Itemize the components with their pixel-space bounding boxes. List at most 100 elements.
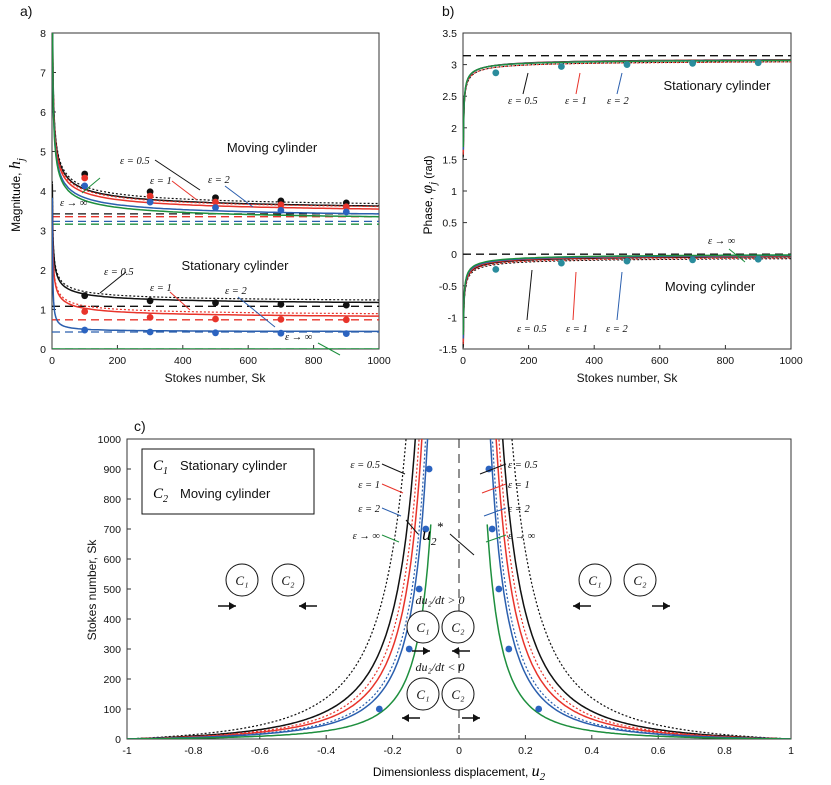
panel-a-curve-dotted-moving-0.5 xyxy=(52,33,379,205)
u2-star-ustar_sup: * xyxy=(437,519,444,534)
panel-c-leader-right xyxy=(483,507,507,517)
mid-top-c2-arrow-head xyxy=(452,647,459,655)
mid-bot-c1-label: C₁ xyxy=(416,687,429,702)
panel-a-ytick-label: 2 xyxy=(40,265,46,277)
panel-b-leader-line xyxy=(572,271,577,321)
panel-c-point-left xyxy=(405,645,413,653)
panel-a-point xyxy=(342,203,350,211)
panel-a-point xyxy=(277,300,285,308)
panel-a-point xyxy=(81,326,89,334)
panel-c-xtick-label: -0.2 xyxy=(384,745,402,757)
mid-top-c1-arrow-head xyxy=(423,647,430,655)
panel-a-leader-line xyxy=(237,296,276,328)
panel-c-eps05-right: ε = 0.5 xyxy=(508,460,538,471)
panel-b-eps1-top: ε = 1 xyxy=(565,96,587,107)
panel-a-point xyxy=(146,314,154,321)
panel-c-ytick-label: 200 xyxy=(103,674,121,686)
panel-a-leader-line xyxy=(154,159,201,191)
panel-b-point xyxy=(623,61,631,68)
panel-a-curve-stationary-0.5 xyxy=(52,183,379,304)
right-c1-circle xyxy=(578,563,612,597)
u2-star-ustar: u xyxy=(422,524,431,544)
panel-c-curve-inf-left xyxy=(127,524,432,739)
panel-c-xlabel-symbol: u xyxy=(532,763,540,780)
panel-b-curve-dotted-moving-red xyxy=(462,257,791,345)
panel-a-point xyxy=(212,315,219,323)
panel-a-point xyxy=(342,301,350,309)
panel-c-xtick-label: 0.2 xyxy=(518,745,533,757)
panel-b-curve-dotted-stationary-black xyxy=(462,61,792,158)
panel-b-ytick-label: 3 xyxy=(451,60,457,72)
panel-c-leader-left xyxy=(381,534,400,543)
legend-c2-label: Moving cylinder xyxy=(180,486,271,501)
legend-c1: C1 xyxy=(153,458,168,477)
panel-b-ytick-label: 1.5 xyxy=(442,154,457,166)
panel-b-ytick-label: 2 xyxy=(451,123,457,135)
panel-a-stationary-label: Stationary cylinder xyxy=(182,258,290,273)
panel-b-leader-line xyxy=(728,248,746,263)
panel-c-point-right xyxy=(495,585,503,593)
panel-c-ytick-label: 400 xyxy=(103,614,121,626)
panel-b-ytick-label: -1 xyxy=(448,312,457,324)
legend-c1-label: Stationary cylinder xyxy=(180,458,288,473)
panel-a-leader-line xyxy=(81,177,101,194)
panel-b-curve-dotted-moving-black xyxy=(462,258,791,348)
panel-a-xlabel: Stokes number, Sk xyxy=(165,371,267,385)
panel-a-point xyxy=(146,198,154,206)
panel-b-point xyxy=(689,59,696,67)
panel-a-point xyxy=(212,299,219,307)
panel-b-ytick-label: 1 xyxy=(451,186,457,198)
panel-b-ylabel-symbol: φ xyxy=(419,185,436,194)
panel-b-ylabel: Phase, φj (rad) xyxy=(419,156,439,235)
panel-c-xtick-label: -0.4 xyxy=(317,745,335,757)
panel-c-epsinf-left: ε → ∞ xyxy=(353,531,380,542)
u2-star-leader-left xyxy=(405,519,419,535)
panel-a-curve-moving-inf xyxy=(52,33,379,218)
panel-a-ylabel-text: Magnitude, xyxy=(9,169,23,232)
panel-a-ytick-label: 7 xyxy=(40,68,46,80)
mid-bot-c2-label: C₂ xyxy=(451,687,465,702)
panel-b-xtick-label: 400 xyxy=(585,355,603,367)
right-c2-circle xyxy=(623,563,657,597)
panel-c-eps2-right: ε = 2 xyxy=(508,504,530,515)
panel-b-point xyxy=(558,63,565,70)
right-c1-label: C₁ xyxy=(588,573,601,588)
panel-b-ytick-label: -1.5 xyxy=(439,344,457,356)
panel-c-point-left xyxy=(422,525,430,533)
du-negative-label: du₂/dt < 0 xyxy=(416,660,465,674)
panel-a-point xyxy=(146,192,154,200)
panel-b-curve-stationary-green xyxy=(462,59,791,148)
panel-a-eps05-moving: ε = 0.5 xyxy=(120,156,150,167)
panel-a-point xyxy=(277,201,285,209)
panel-b-xtick-label: 800 xyxy=(717,355,735,367)
panel-c-xtick-label: 0 xyxy=(456,745,462,757)
panel-c-xlabel: Dimensionless displacement, u2 xyxy=(373,763,546,783)
panel-a-eps05-stat: ε = 0.5 xyxy=(104,267,134,278)
panel-c-curve-0.5-dotted-right xyxy=(511,439,791,739)
panel-a-ytick-label: 4 xyxy=(40,186,46,198)
panel-c-ytick-label: 800 xyxy=(103,494,121,506)
panel-c-xtick-label: -1 xyxy=(122,745,131,757)
panel-b-ytick-label: 2.5 xyxy=(442,91,457,103)
panel-b-ylabel-text: Phase, xyxy=(421,194,435,235)
panel-c-curve-0.5-dotted-left xyxy=(127,439,407,739)
panel-a-eps1-stat: ε = 1 xyxy=(150,283,172,294)
panel-c-leader-left xyxy=(381,463,406,475)
panel-b-eps2-bot: ε = 2 xyxy=(606,324,628,335)
panel-a-point xyxy=(81,182,89,190)
panel-b-ylabel-sub: j xyxy=(427,182,439,187)
panel-c-point-right xyxy=(535,705,543,713)
panel-c-point-right xyxy=(505,645,513,653)
panel-c-legend-box xyxy=(141,448,315,515)
panel-c-eps1-right: ε = 1 xyxy=(508,480,530,491)
panel-c-plot-area xyxy=(127,439,791,739)
mid-top-c2-circle xyxy=(441,610,475,644)
panel-a-point xyxy=(212,329,219,337)
mid-top-c1-label: C₁ xyxy=(416,620,429,635)
panel-c-ytick-label: 600 xyxy=(103,554,121,566)
panel-b-leader-line xyxy=(575,72,581,95)
panel-b-point xyxy=(492,69,500,77)
panel-a-epsinf-moving: ε → ∞ xyxy=(60,198,87,209)
u2-star-label: u2* xyxy=(422,519,444,548)
